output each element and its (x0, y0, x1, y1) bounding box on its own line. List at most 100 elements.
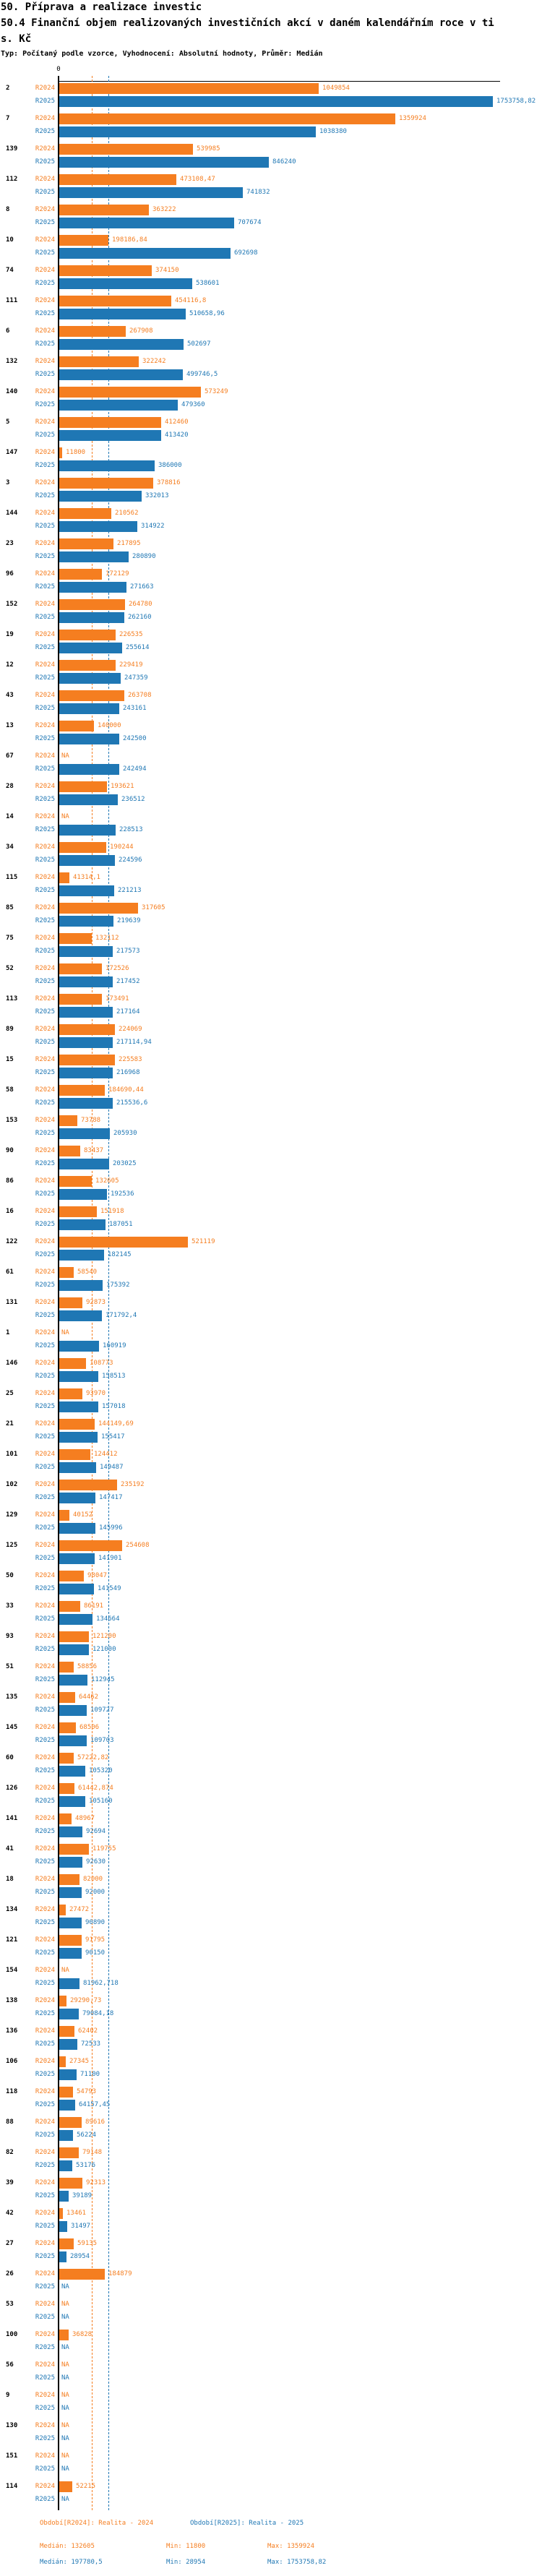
series-label-r2024: R2024 (35, 2210, 55, 2217)
bar-r2024 (59, 1722, 76, 1733)
series-label-r2025: R2025 (35, 1889, 55, 1896)
bar-row-r2025: R2025 217114,94 (0, 1037, 542, 1048)
chart-group: 53 R2024 NA R2025 NA (0, 2299, 542, 2330)
group-id-label: 88 (6, 2118, 14, 2126)
bar-row-r2025: R2025 NA (0, 2464, 542, 2475)
group-id-label: 23 (6, 540, 14, 547)
group-id-label: 101 (6, 1451, 18, 1458)
chart-group: 118 R2024 54793 R2025 64157,45 (0, 2087, 542, 2117)
bar-row-r2024: R2024 79148 (0, 2147, 542, 2158)
chart-group: 75 R2024 132112 R2025 217573 (0, 933, 542, 963)
series-label-r2024: R2024 (35, 935, 55, 942)
value-label-r2025: 71100 (80, 2071, 100, 2078)
bar-row-r2024: R2024 263708 (0, 690, 542, 701)
group-id-label: 93 (6, 1633, 14, 1640)
series-label-r2024: R2024 (35, 1936, 55, 1944)
value-label-r2024: 119755 (93, 1845, 116, 1852)
bar-row-r2024: R2024 59135 (0, 2238, 542, 2249)
bar-row-r2024: R2024 40152 (0, 1510, 542, 1521)
bar-r2024 (59, 1358, 86, 1369)
bar-r2024 (59, 447, 62, 458)
group-id-label: 85 (6, 904, 14, 911)
bar-r2024 (59, 83, 319, 94)
bar-row-r2024: R2024 NA (0, 2299, 542, 2310)
chart-group: 102 R2024 235192 R2025 147417 (0, 1480, 542, 1510)
group-id-label: 102 (6, 1481, 18, 1488)
value-label-r2025: 386000 (158, 462, 182, 469)
group-id-label: 130 (6, 2422, 18, 2429)
bar-row-r2024: R2024 184879 (0, 2269, 542, 2280)
bar-row-r2024: R2024 98047 (0, 1571, 542, 1581)
bar-r2025 (59, 976, 113, 987)
chart-group: 10 R2024 198186,84 R2025 692698 (0, 235, 542, 265)
series-label-r2024: R2024 (35, 1602, 55, 1610)
series-label-r2024: R2024 (35, 783, 55, 790)
bar-r2024 (59, 296, 171, 306)
value-label-r2024: NA (61, 2392, 69, 2399)
series-label-r2024: R2024 (35, 752, 55, 760)
bar-row-r2025: R2025 187051 (0, 1219, 542, 1230)
bar-row-r2024: R2024 NA (0, 2421, 542, 2431)
value-label-r2025: 182145 (108, 1251, 132, 1258)
chart-group: 82 R2024 79148 R2025 53176 (0, 2147, 542, 2178)
value-label-r2025: 502697 (187, 340, 211, 348)
value-label-r2025: 141549 (98, 1585, 121, 1592)
value-label-r2024: 132112 (95, 935, 119, 942)
bar-row-r2024: R2024 539985 (0, 144, 542, 155)
bar-row-r2025: R2025 NA (0, 2312, 542, 2323)
value-label-r2025: 846240 (272, 158, 296, 166)
value-label-r2024: NA (61, 1329, 69, 1336)
bar-r2024 (59, 2238, 74, 2249)
bar-row-r2024: R2024 NA (0, 2390, 542, 2401)
bar-r2024 (59, 903, 138, 914)
series-label-r2025: R2025 (35, 462, 55, 469)
value-label-r2024: 58540 (77, 1268, 98, 1276)
value-label-r2024: 73788 (81, 1117, 101, 1124)
bar-r2024 (59, 2117, 82, 2128)
value-label-r2024: 210562 (115, 510, 139, 517)
value-label-r2024: NA (61, 1967, 69, 1974)
value-label-r2025: 1753758,82 (496, 98, 536, 105)
group-id-label: 121 (6, 1936, 18, 1944)
bar-r2025 (59, 855, 115, 866)
group-id-label: 132 (6, 358, 18, 365)
bar-row-r2024: R2024 363222 (0, 205, 542, 215)
bar-row-r2024: R2024 317605 (0, 903, 542, 914)
value-label-r2024: 267908 (129, 327, 153, 335)
bar-row-r2025: R2025 53176 (0, 2160, 542, 2171)
series-label-r2025: R2025 (35, 1798, 55, 1805)
series-label-r2024: R2024 (35, 1906, 55, 1913)
bar-row-r2024: R2024 11800 (0, 447, 542, 458)
series-label-r2025: R2025 (35, 432, 55, 439)
bar-row-r2024: R2024 184690,44 (0, 1085, 542, 1096)
series-label-r2025: R2025 (35, 1949, 55, 1957)
bar-row-r2024: R2024 52215 (0, 2481, 542, 2492)
bar-r2025 (59, 551, 129, 562)
value-label-r2025: 332013 (145, 492, 169, 499)
bar-r2024 (59, 2330, 69, 2340)
bar-row-r2025: R2025 247359 (0, 673, 542, 684)
bar-row-r2025: R2025 157018 (0, 1401, 542, 1412)
bar-r2025 (59, 1796, 85, 1807)
chart-group: 12 R2024 229419 R2025 247359 (0, 660, 542, 690)
bar-row-r2025: R2025 105160 (0, 1796, 542, 1807)
value-label-r2024: 573249 (205, 388, 228, 395)
value-label-r2025: 92630 (86, 1858, 106, 1866)
series-label-r2025: R2025 (35, 2314, 55, 2321)
bar-row-r2024: R2024 68506 (0, 1722, 542, 1733)
chart-group: 114 R2024 52215 R2025 NA (0, 2481, 542, 2512)
group-id-label: 141 (6, 1815, 18, 1822)
bar-row-r2025: R2025 499746,5 (0, 369, 542, 380)
series-label-r2024: R2024 (35, 1785, 55, 1792)
chart-group: 58 R2024 184690,44 R2025 215536,6 (0, 1085, 542, 1115)
group-id-label: 26 (6, 2270, 14, 2277)
series-label-r2024: R2024 (35, 1967, 55, 1974)
bar-row-r2025: R2025 219639 (0, 916, 542, 927)
series-label-r2025: R2025 (35, 401, 55, 408)
chart-group: 146 R2024 108773 R2025 158513 (0, 1358, 542, 1388)
chart-group: 121 R2024 91795 R2025 90150 (0, 1935, 542, 1965)
bar-r2024 (59, 569, 102, 580)
bar-r2025 (59, 946, 113, 957)
group-id-label: 126 (6, 1785, 18, 1792)
value-label-r2025: 219639 (117, 917, 141, 924)
